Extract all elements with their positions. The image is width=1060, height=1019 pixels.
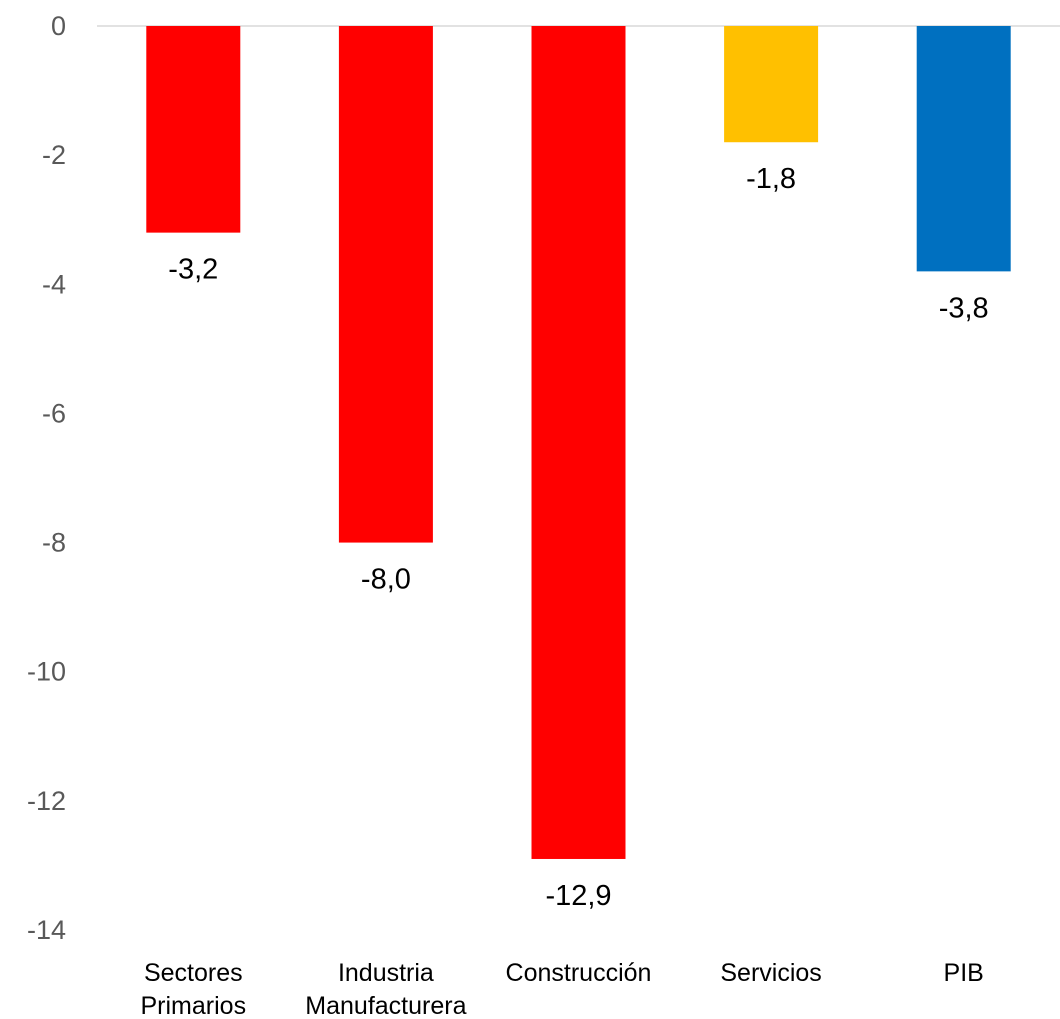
data-label: -1,8 [746, 163, 796, 195]
x-category-label: Industria Manufacturera [305, 959, 466, 1019]
y-tick-label: -14 [27, 915, 66, 945]
bar [531, 26, 626, 859]
x-category-label: Servicios [720, 959, 821, 987]
data-labels: -3,2 -8,0 -12,9 -1,8 -3,8 [168, 163, 988, 912]
bar [338, 26, 433, 543]
x-category-label: PIB [944, 959, 984, 987]
y-axis-tick-labels: 0 -2 -4 -6 -8 -10 -12 -14 [27, 11, 66, 945]
y-tick-label: -10 [27, 657, 66, 687]
y-tick-label: 0 [51, 11, 66, 41]
bars [146, 26, 1011, 859]
x-category-label: Construcción [506, 959, 652, 987]
x-axis-category-labels: Sectores Primarios Industria Manufacturera C… [141, 959, 984, 1019]
data-label: -3,2 [168, 254, 218, 286]
bar [724, 26, 819, 143]
y-tick-label: -8 [42, 528, 66, 558]
y-tick-label: -4 [42, 269, 66, 299]
x-category-label: Sectores Primarios [141, 959, 247, 1019]
data-label: -3,8 [939, 292, 989, 324]
y-tick-label: -6 [42, 398, 66, 428]
bar [916, 26, 1011, 272]
data-label: -8,0 [361, 564, 411, 596]
y-tick-label: -2 [42, 140, 66, 170]
y-tick-label: -12 [27, 786, 66, 816]
bar [146, 26, 241, 233]
data-label: -12,9 [545, 880, 611, 912]
